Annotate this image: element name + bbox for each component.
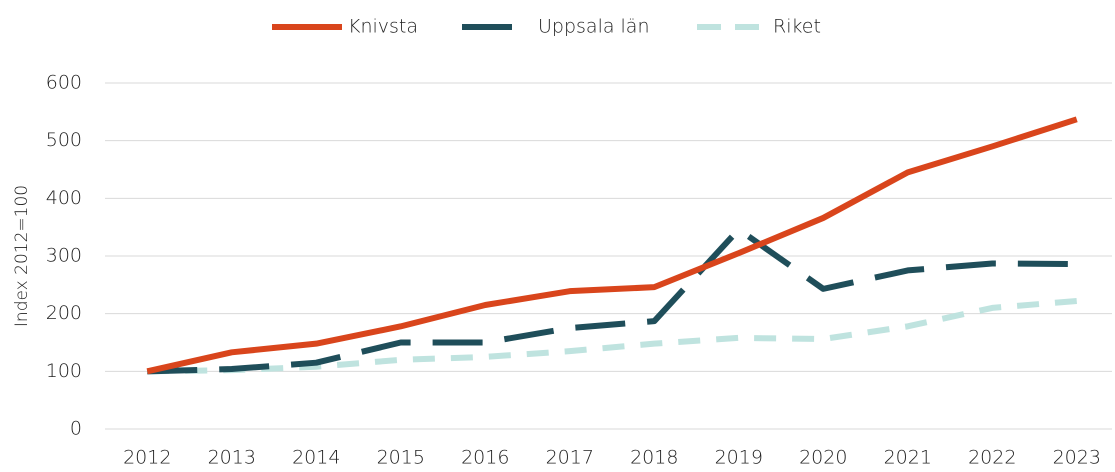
legend-label: Knivsta	[348, 16, 418, 38]
x-tick-label: 2022	[968, 447, 1016, 469]
x-tick-label: 2023	[1053, 447, 1101, 469]
y-axis-label: Index 2012=100	[12, 185, 32, 327]
x-tick-label: 2021	[884, 447, 932, 469]
y-tick-label: 600	[46, 72, 82, 94]
y-tick-label: 0	[70, 418, 82, 440]
y-tick-label: 100	[46, 360, 82, 382]
legend-label: Uppsala län	[538, 16, 650, 38]
x-tick-label: 2019	[715, 447, 763, 469]
y-tick-label: 500	[46, 129, 82, 151]
x-tick-label: 2013	[208, 447, 256, 469]
x-tick-label: 2018	[630, 447, 678, 469]
y-tick-label: 300	[46, 245, 82, 267]
x-tick-label: 2016	[461, 447, 509, 469]
y-tick-label: 200	[46, 302, 82, 324]
series-line	[147, 297, 1077, 375]
y-tick-label: 400	[46, 187, 82, 209]
x-tick-label: 2015	[377, 447, 425, 469]
series-line	[147, 226, 1077, 375]
x-tick-label: 2012	[123, 447, 171, 469]
series-line	[146, 116, 1078, 375]
x-tick-label: 2020	[799, 447, 847, 469]
legend-label: Riket	[773, 16, 821, 38]
x-tick-label: 2014	[292, 447, 340, 469]
x-tick-label: 2017	[546, 447, 594, 469]
